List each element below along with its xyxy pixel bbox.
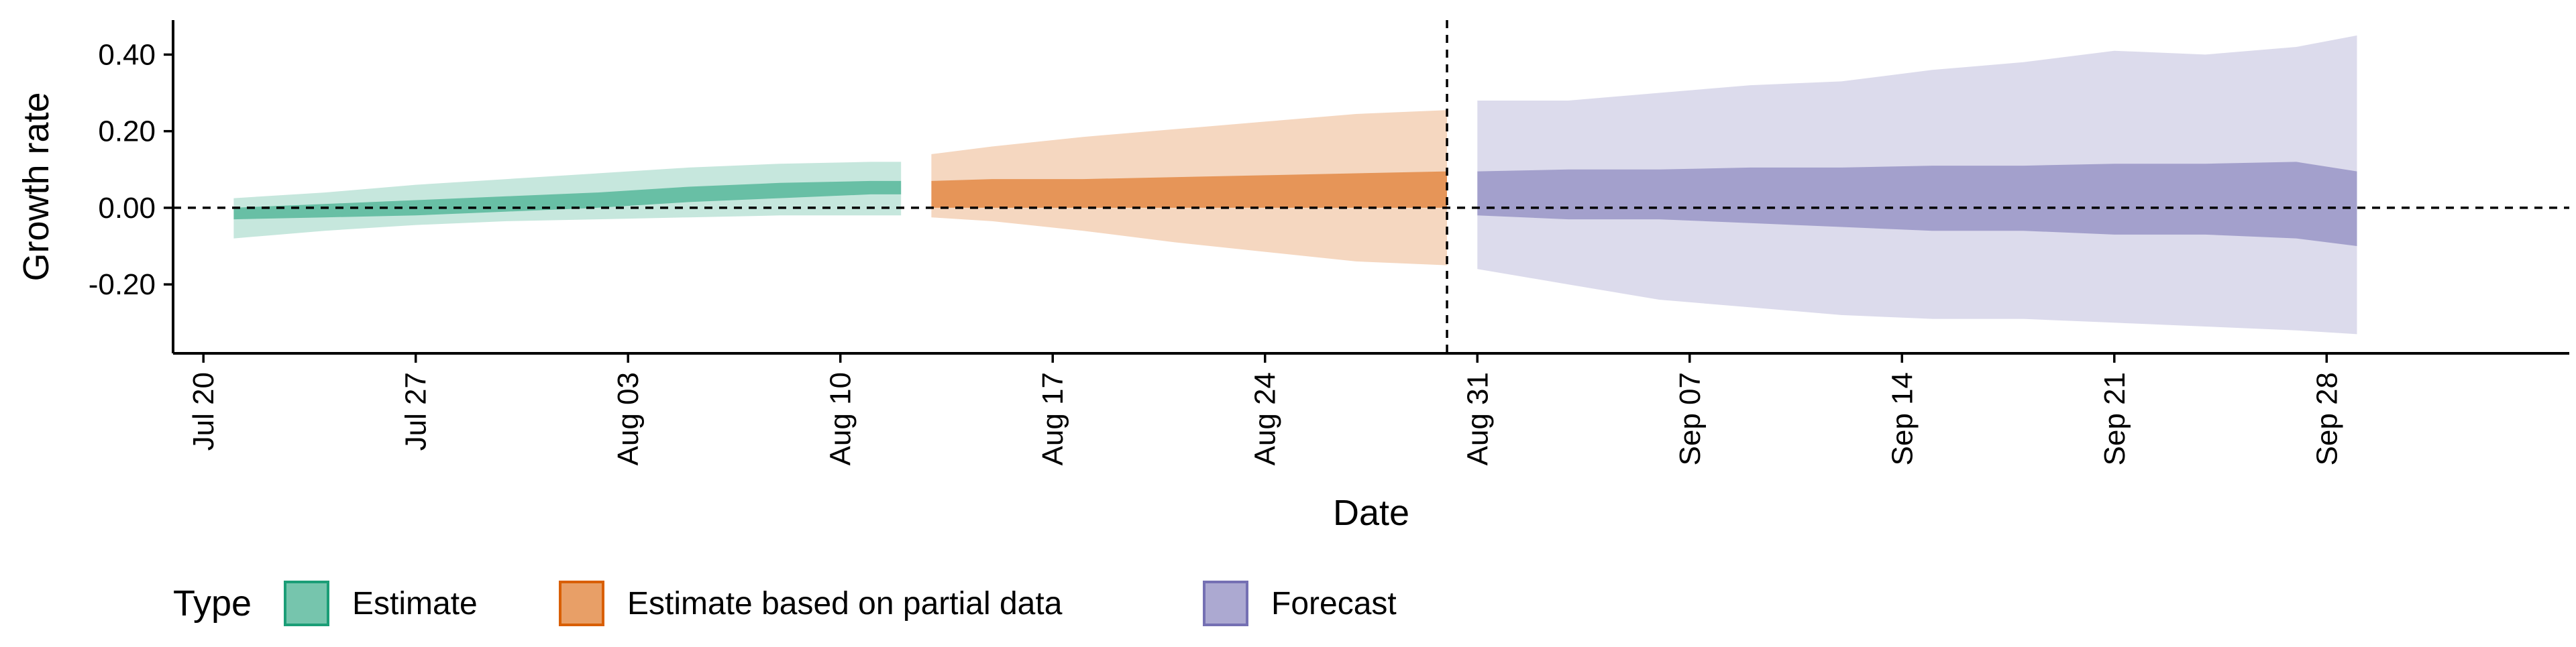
x-tick-label: Jul 27 — [400, 372, 433, 451]
legend-swatch — [1203, 581, 1248, 626]
legend-label: Estimate — [352, 586, 478, 622]
x-tick-label: Aug 17 — [1036, 372, 1069, 465]
legend-title: Type — [173, 583, 252, 624]
x-ticks: Jul 20 Jul 27 Aug 03 Aug 10 Aug 17 Aug 24 Aug … — [187, 353, 2343, 465]
band-inner-1 — [931, 171, 1447, 208]
x-tick-label: Sep 21 — [2098, 372, 2131, 465]
axes — [172, 20, 2569, 355]
x-tick-label: Aug 10 — [824, 372, 857, 465]
x-tick-label: Jul 20 — [187, 372, 220, 451]
y-tick-label: 0.40 — [98, 38, 156, 71]
y-axis-label: Growth rate — [16, 92, 56, 281]
x-tick-label: Sep 14 — [1886, 372, 1919, 465]
band-inner-0 — [233, 180, 902, 220]
x-axis-label: Date — [1333, 493, 1409, 533]
y-ticks: 0.40 0.20 0.00 -0.20 — [89, 38, 173, 301]
legend: Type Estimate Estimate based on partial d… — [173, 581, 1397, 626]
band-layer — [233, 35, 2357, 335]
legend-swatch — [559, 581, 604, 626]
x-tick-label: Aug 24 — [1249, 372, 1282, 465]
legend-label: Estimate based on partial data — [627, 586, 1063, 622]
x-tick-label: Aug 31 — [1461, 372, 1494, 465]
y-tick-label: 0.00 — [98, 192, 156, 225]
reference-lines — [173, 20, 2569, 353]
band-inner-2 — [1477, 162, 2357, 246]
legend-label: Forecast — [1271, 586, 1397, 622]
y-tick-label: -0.20 — [89, 268, 156, 301]
x-tick-label: Aug 03 — [612, 372, 645, 465]
x-tick-label: Sep 28 — [2310, 372, 2343, 465]
y-tick-label: 0.20 — [98, 115, 156, 148]
x-tick-label: Sep 07 — [1674, 372, 1707, 465]
legend-swatch — [284, 581, 329, 626]
